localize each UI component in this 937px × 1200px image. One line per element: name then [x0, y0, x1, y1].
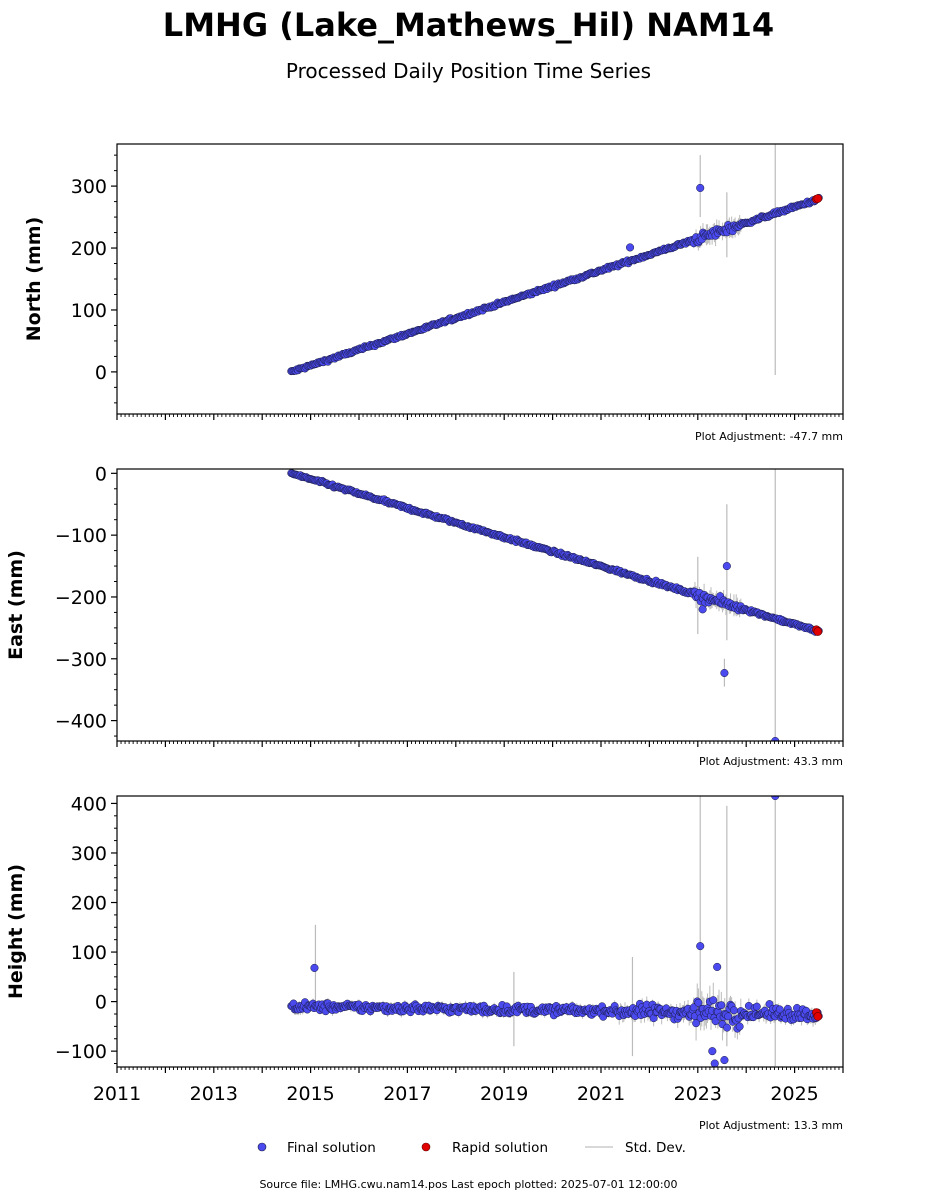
outlier-point — [698, 605, 707, 614]
plot-adjustment-label: Plot Adjustment: 13.3 mm — [699, 1119, 843, 1132]
y-tick-label: 0 — [95, 463, 107, 485]
y-axis-label: North (mm) — [23, 217, 45, 342]
legend-rapid-label: Rapid solution — [452, 1140, 548, 1156]
outlier-point — [696, 942, 705, 951]
data-point — [723, 1023, 732, 1032]
x-tick-label: 2013 — [190, 1083, 238, 1105]
plot-adjustment-label: Plot Adjustment: -47.7 mm — [695, 430, 843, 443]
plot-area — [287, 469, 823, 741]
outlier-point — [720, 1056, 729, 1065]
outlier-point — [710, 1059, 719, 1067]
data-point — [692, 1019, 701, 1028]
legend-rapid-marker — [421, 1142, 431, 1152]
errorbars — [290, 144, 820, 375]
source-footer: Source file: LMHG.cwu.nam14.pos Last epo… — [259, 1178, 677, 1191]
plot-area — [287, 144, 823, 376]
rapid-point — [813, 194, 823, 203]
data-point — [752, 1002, 761, 1011]
data-points — [287, 796, 823, 1067]
y-tick-label: 100 — [71, 300, 107, 322]
x-tick-label: 2025 — [770, 1083, 818, 1105]
outlier-point — [696, 183, 705, 193]
outlier-point — [708, 1047, 717, 1056]
y-tick-label: −300 — [55, 649, 107, 671]
y-tick-label: 300 — [71, 176, 107, 198]
outlier-point — [310, 963, 319, 972]
y-tick-label: 200 — [71, 893, 107, 915]
outlier-point — [771, 736, 780, 741]
y-tick-label: −400 — [55, 711, 107, 733]
plot-adjustment-label: Plot Adjustment: 43.3 mm — [699, 755, 843, 768]
y-tick-label: 100 — [71, 942, 107, 964]
east-panel: 0 −100 −200 −300 −400 East (mm) Plot Adjustmen… — [5, 463, 844, 768]
x-tick-label: 2019 — [480, 1083, 528, 1105]
y-tick-label: −200 — [55, 587, 107, 609]
legend-final-marker — [257, 1142, 267, 1152]
legend-stddev-label: Std. Dev. — [625, 1140, 686, 1156]
axes-frame — [116, 795, 844, 1068]
data-points — [287, 469, 823, 741]
y-tick-label: 0 — [95, 362, 107, 384]
x-tick-label: 2021 — [577, 1083, 625, 1105]
x-tick-label: 2017 — [383, 1083, 431, 1105]
outlier-point — [720, 668, 729, 678]
data-point — [709, 996, 718, 1005]
figure-title: LMHG (Lake_Mathews_Hil) NAM14 — [163, 6, 774, 44]
data-point — [724, 1012, 733, 1021]
figure-subtitle: Processed Daily Position Time Series — [286, 59, 651, 83]
y-tick-label: 400 — [71, 793, 107, 815]
rapid-point — [813, 1012, 823, 1021]
plot-area — [287, 796, 823, 1067]
y-tick-label: −100 — [55, 525, 107, 547]
y-tick-label: 200 — [71, 238, 107, 260]
outlier-point — [625, 243, 635, 252]
y-axis-label: Height (mm) — [5, 864, 27, 999]
legend-final-label: Final solution — [287, 1140, 376, 1156]
axes-frame — [116, 143, 844, 415]
y-tick-label: 0 — [95, 992, 107, 1014]
x-tick-label: 2011 — [93, 1083, 141, 1105]
y-axis-label: East (mm) — [5, 550, 27, 660]
data-points — [287, 183, 823, 376]
y-tick-label: −100 — [55, 1041, 107, 1063]
data-point — [735, 1022, 744, 1031]
x-tick-label: 2023 — [674, 1083, 722, 1105]
rapid-point — [813, 627, 823, 636]
outlier-point — [722, 562, 731, 571]
data-point — [694, 998, 703, 1007]
y-tick-label: 300 — [71, 843, 107, 865]
legend: Final solution Rapid solution Std. Dev. — [257, 1140, 686, 1156]
north-panel: 0 100 200 300 North (mm) Plot Adjustment: -47… — [23, 143, 844, 443]
outlier-point — [713, 962, 722, 971]
data-point — [729, 1006, 738, 1015]
height-panel: −100 0 100 200 300 400 2011 2013 2015 2017 2019 202… — [5, 793, 844, 1132]
x-tick-label: 2015 — [286, 1083, 334, 1105]
data-point — [717, 1001, 726, 1010]
